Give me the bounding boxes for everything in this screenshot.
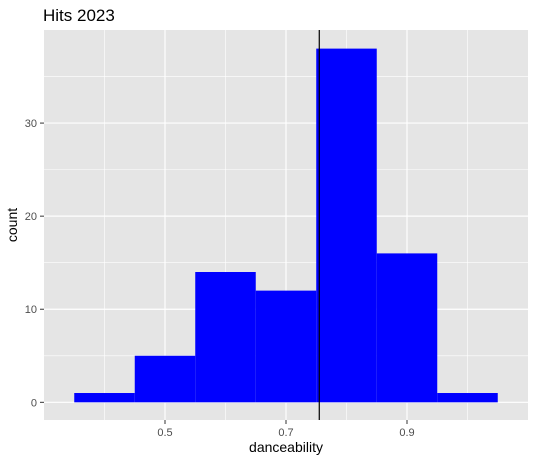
histogram-bar — [195, 272, 256, 403]
histogram-bar — [376, 253, 438, 403]
histogram-bar — [437, 393, 498, 403]
x-tick-label: 0.5 — [157, 427, 172, 439]
y-axis-title: count — [4, 208, 20, 242]
histogram-bar — [134, 355, 196, 403]
x-tick-label: 0.9 — [399, 427, 414, 439]
y-axis-ticks: 0 10 20 30 — [25, 118, 44, 409]
x-axis-ticks: 0.5 0.7 0.9 — [157, 420, 415, 439]
y-tick-label: 20 — [25, 211, 37, 223]
histogram-bar — [255, 290, 317, 403]
y-tick-label: 0 — [31, 397, 37, 409]
histogram-bar — [74, 393, 135, 403]
x-tick-label: 0.7 — [278, 427, 293, 439]
x-axis-title: danceability — [249, 439, 323, 455]
y-tick-label: 30 — [25, 118, 37, 130]
y-tick-label: 10 — [25, 304, 37, 316]
histogram-bars — [74, 48, 498, 403]
histogram-bar — [316, 48, 377, 403]
chart-title: Hits 2023 — [43, 6, 115, 25]
